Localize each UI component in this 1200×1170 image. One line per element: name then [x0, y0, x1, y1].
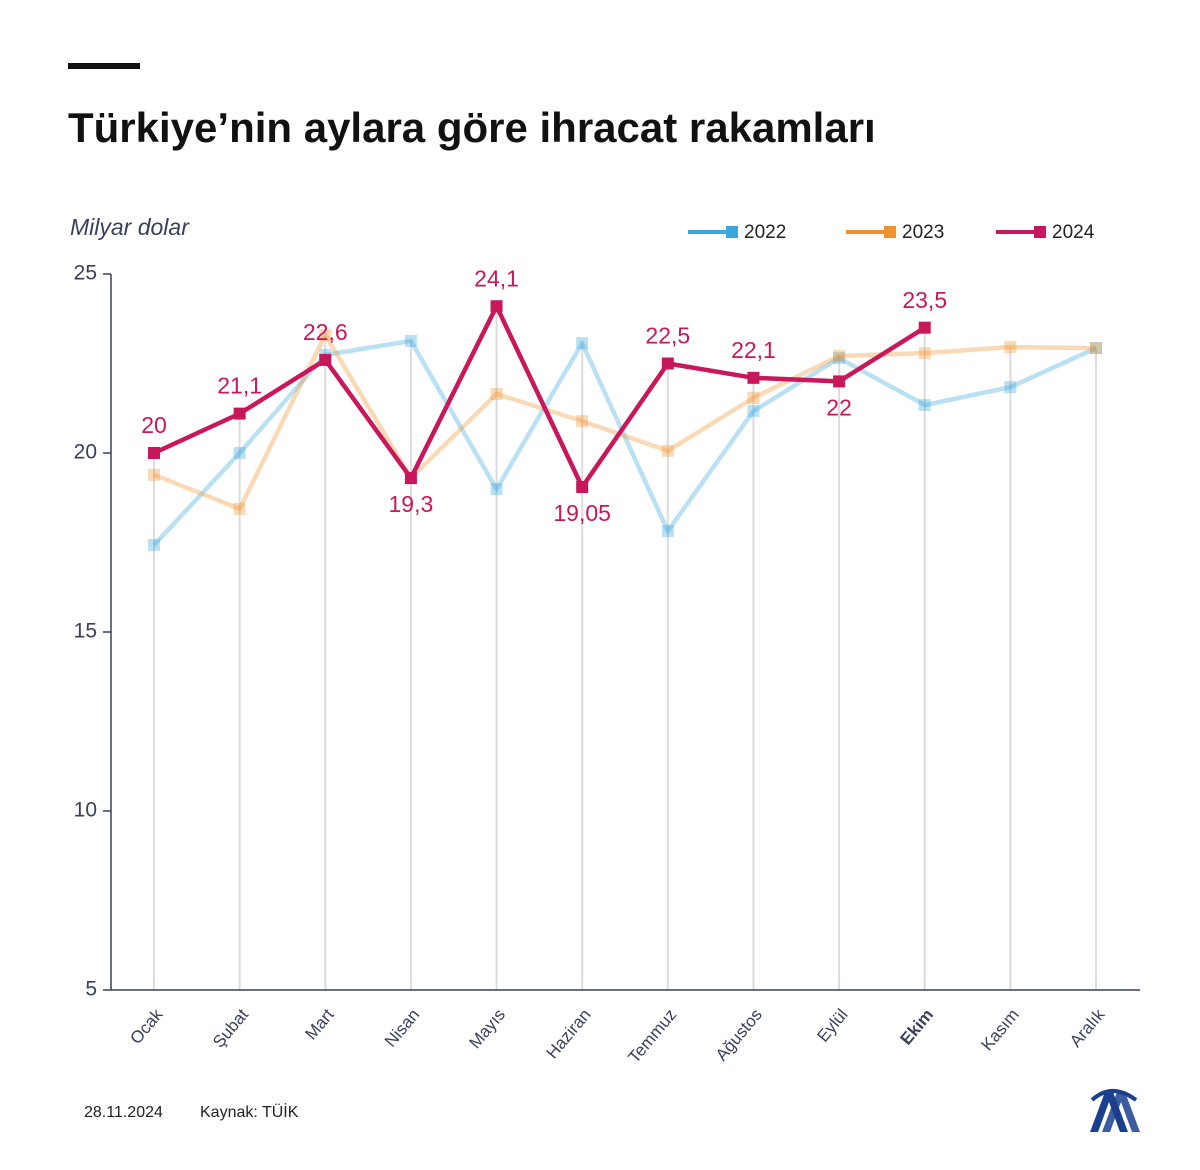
legend-marker [1034, 226, 1046, 238]
x-tick-label: Kasım [977, 1005, 1023, 1054]
title-bar [68, 63, 140, 69]
point-marker [576, 415, 589, 428]
series-line [153, 303, 926, 490]
point-marker [833, 352, 846, 365]
x-tick-label: Aralık [1066, 1005, 1109, 1051]
point-marker [918, 347, 931, 360]
data-label: 22,1 [731, 337, 776, 363]
data-label: 23,5 [902, 287, 947, 313]
x-tick-label: Ocak [126, 1005, 166, 1048]
point-marker [148, 447, 160, 459]
legend-marker [726, 226, 738, 238]
x-tick-label: Mayıs [465, 1005, 509, 1052]
point-marker [747, 391, 760, 404]
legend-label: 2022 [744, 222, 786, 243]
point-marker [1004, 341, 1017, 354]
x-tick-label: Temmuz [624, 1005, 680, 1066]
y-tick-label: 5 [85, 978, 97, 1001]
point-marker [747, 371, 760, 384]
legend-marker [884, 226, 896, 238]
point-marker [148, 539, 160, 552]
point-marker [1004, 381, 1017, 394]
point-marker [490, 387, 503, 400]
y-tick-label: 25 [74, 262, 97, 285]
point-marker [319, 328, 332, 341]
point-marker [233, 502, 246, 515]
legend-label: 2024 [1052, 222, 1095, 243]
point-marker [747, 405, 760, 418]
x-tick-label: Şubat [209, 1005, 252, 1051]
data-label: 22 [826, 394, 852, 420]
point-marker [833, 349, 846, 362]
point-marker [404, 472, 417, 485]
legend-label: 2023 [902, 222, 944, 243]
x-tick-label: Eylül [813, 1005, 851, 1045]
chart-title: Türkiye’nin aylara göre ihracat rakamlar… [68, 104, 876, 151]
point-marker [1090, 342, 1102, 355]
point-marker [404, 334, 417, 347]
y-tick-label: 20 [74, 441, 97, 464]
point-marker [576, 337, 589, 350]
point-marker [576, 481, 589, 494]
data-label: 24,1 [474, 265, 519, 291]
point-marker [490, 300, 503, 313]
series-line [152, 338, 1097, 547]
y-tick-label: 15 [74, 620, 97, 643]
point-marker [661, 444, 674, 457]
point-marker [661, 525, 674, 538]
source: Kaynak: TÜİK [200, 1102, 299, 1121]
x-tick-label: Nisan [381, 1005, 423, 1051]
point-marker [661, 357, 674, 370]
data-label: 19,05 [553, 500, 611, 526]
point-marker [918, 321, 931, 334]
data-label: 22,5 [645, 323, 690, 349]
data-label: 21,1 [217, 373, 262, 399]
data-label: 19,3 [389, 491, 434, 517]
x-tick-label: Ağustos [712, 1005, 766, 1064]
point-marker [918, 399, 931, 412]
point-marker [233, 447, 246, 459]
data-label: 20 [141, 412, 167, 438]
series-line [153, 332, 1097, 512]
x-tick-label: Haziran [542, 1005, 594, 1062]
point-marker [490, 483, 503, 496]
date: 28.11.2024 [84, 1104, 163, 1121]
x-tick-label: Mart [301, 1005, 338, 1043]
data-label: 22,6 [303, 319, 348, 345]
point-marker [833, 375, 846, 388]
logo [1090, 1089, 1140, 1132]
point-marker [233, 407, 246, 420]
y-axis-label: Milyar dolar [70, 214, 190, 240]
x-tick-label: Ekim [897, 1005, 938, 1048]
point-marker [148, 468, 160, 481]
point-marker [1090, 342, 1102, 355]
y-tick-label: 10 [74, 799, 97, 822]
point-marker [319, 353, 332, 366]
